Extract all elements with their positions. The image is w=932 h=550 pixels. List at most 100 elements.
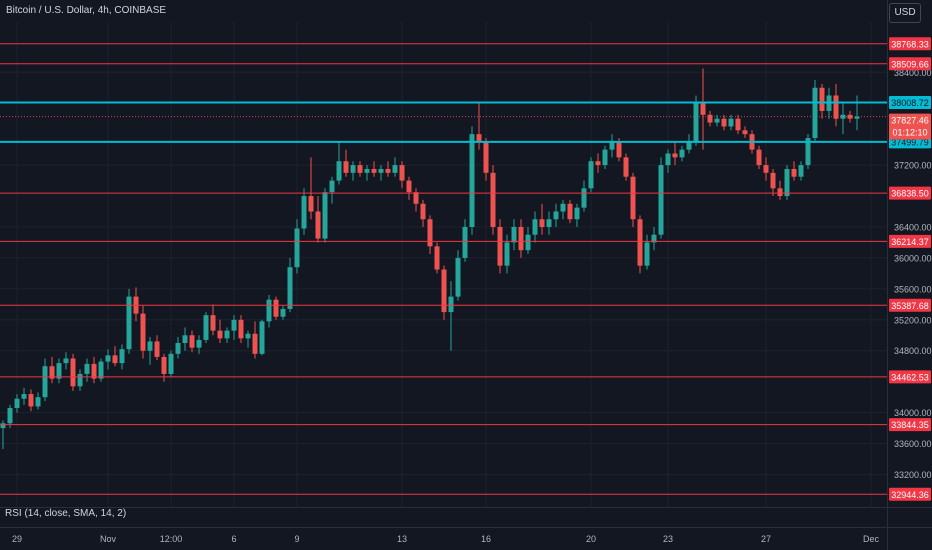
y-tick-label: 34800.00 bbox=[894, 346, 932, 356]
candle-down bbox=[672, 153, 678, 158]
candle-up bbox=[609, 141, 615, 150]
candle-up bbox=[805, 138, 811, 166]
candle-up bbox=[147, 341, 153, 351]
x-tick-label: Dec bbox=[863, 534, 880, 544]
candle-down bbox=[700, 103, 706, 115]
candle-up bbox=[63, 358, 69, 364]
red-level-tag bbox=[889, 298, 931, 312]
candle-up bbox=[392, 165, 398, 173]
currency-button[interactable]: USD bbox=[889, 3, 921, 23]
x-tick-label: Nov bbox=[100, 534, 117, 544]
candle-down bbox=[238, 319, 244, 339]
level-price-label: 33844.35 bbox=[891, 420, 929, 430]
x-tick-label: 12:00 bbox=[160, 534, 183, 544]
level-price-label: 38768.33 bbox=[891, 39, 929, 49]
candle-down bbox=[210, 315, 216, 331]
candle-up bbox=[126, 296, 132, 350]
candle-up bbox=[245, 333, 251, 339]
candle-up bbox=[728, 118, 734, 127]
candle-up bbox=[350, 165, 356, 173]
candle-up bbox=[294, 228, 300, 268]
candle-up bbox=[224, 330, 230, 339]
candle-down bbox=[735, 118, 741, 131]
candle-up bbox=[105, 355, 111, 362]
candle-up bbox=[693, 103, 699, 142]
candle-up bbox=[203, 315, 209, 340]
candle-up bbox=[511, 226, 517, 243]
candle-down bbox=[154, 341, 160, 357]
candle-up bbox=[84, 363, 90, 374]
level-price-label: 34462.53 bbox=[891, 372, 929, 382]
candle-up bbox=[56, 363, 62, 379]
candle-up bbox=[686, 141, 692, 150]
candle-up bbox=[231, 319, 237, 331]
candle-up bbox=[679, 149, 685, 158]
candle-up bbox=[175, 343, 181, 354]
candle-down bbox=[434, 246, 440, 270]
level-price-label: 32944.36 bbox=[891, 490, 929, 500]
y-tick-label: 38400.00 bbox=[894, 68, 932, 78]
red-level-tag bbox=[889, 487, 931, 501]
candle-up bbox=[21, 394, 27, 399]
y-tick-label: 35600.00 bbox=[894, 284, 932, 294]
candle-down bbox=[756, 149, 762, 166]
candle-down bbox=[721, 118, 727, 127]
candle-up bbox=[714, 118, 720, 123]
x-tick-label: 9 bbox=[294, 534, 299, 544]
y-tick-label: 33600.00 bbox=[894, 439, 932, 449]
candle-down bbox=[777, 188, 783, 197]
candle-up bbox=[77, 373, 83, 387]
level-price-label: 36838.50 bbox=[891, 189, 929, 199]
candle-down bbox=[770, 172, 776, 189]
candle-down bbox=[476, 134, 482, 142]
candle-up bbox=[553, 211, 559, 220]
candle-down bbox=[833, 95, 839, 119]
candle-up bbox=[35, 397, 41, 407]
candle-up bbox=[840, 114, 846, 119]
candle-down bbox=[763, 165, 769, 173]
candle-up bbox=[378, 168, 384, 173]
candle-down bbox=[28, 394, 34, 407]
candle-down bbox=[308, 196, 314, 212]
candle-up bbox=[280, 308, 286, 317]
candle-down bbox=[630, 176, 636, 220]
current-price-tag bbox=[889, 113, 931, 140]
candle-up bbox=[322, 192, 328, 239]
candle-down bbox=[518, 226, 524, 251]
candle-down bbox=[315, 211, 321, 239]
candle-down bbox=[112, 355, 118, 364]
candle-up bbox=[266, 299, 272, 322]
candle-down bbox=[819, 87, 825, 111]
countdown-label: 01:12:10 bbox=[892, 128, 927, 138]
x-tick-label: 16 bbox=[481, 534, 491, 544]
candle-up bbox=[574, 207, 580, 220]
x-tick-label: 13 bbox=[397, 534, 407, 544]
candle-down bbox=[483, 141, 489, 173]
candle-down bbox=[490, 172, 496, 227]
red-level-tag bbox=[889, 234, 931, 248]
y-tick-label: 33200.00 bbox=[894, 470, 932, 480]
candle-down bbox=[595, 161, 601, 166]
candle-down bbox=[539, 219, 545, 227]
rsi-indicator-label[interactable]: RSI (14, close, SMA, 14, 2) bbox=[5, 508, 127, 519]
candle-up bbox=[455, 257, 461, 297]
cyan-level-tag bbox=[889, 96, 931, 110]
candle-down bbox=[357, 165, 363, 173]
candle-up bbox=[287, 267, 293, 309]
candle-down bbox=[406, 180, 412, 193]
candle-down bbox=[49, 366, 55, 379]
candle-down bbox=[189, 335, 195, 348]
candle-up bbox=[168, 353, 174, 374]
candle-down bbox=[161, 356, 167, 374]
candle-down bbox=[273, 299, 279, 317]
candle-down bbox=[217, 330, 223, 339]
candle-down bbox=[70, 358, 76, 387]
candle-down bbox=[252, 333, 258, 354]
candle-down bbox=[742, 130, 748, 135]
y-tick-label: 36400.00 bbox=[894, 222, 932, 232]
red-level-tag bbox=[889, 57, 931, 71]
candle-up bbox=[182, 335, 188, 344]
y-tick-label: 36000.00 bbox=[894, 253, 932, 263]
candle-up bbox=[336, 161, 342, 181]
